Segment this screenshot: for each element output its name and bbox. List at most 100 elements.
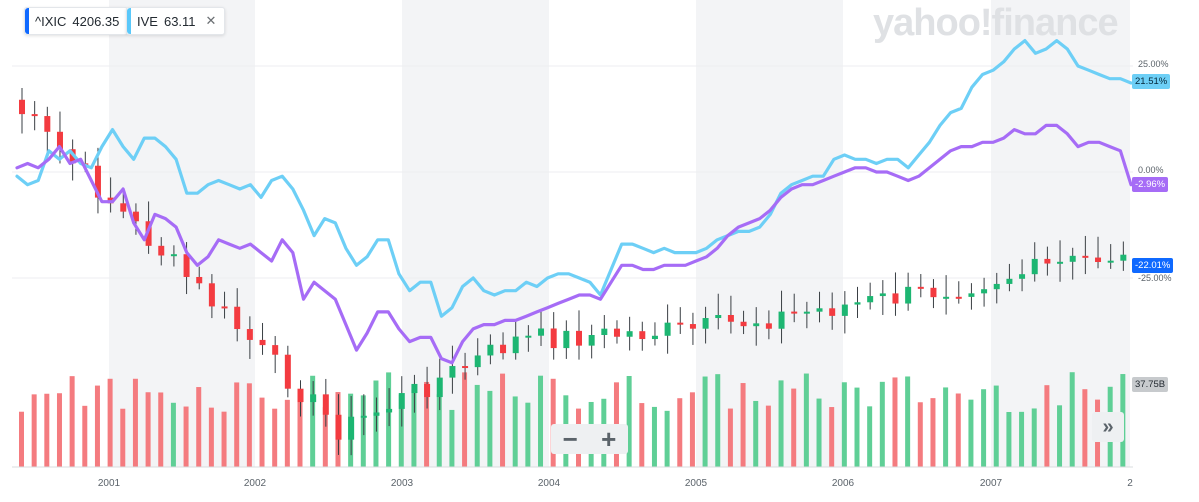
candle-body [993,283,1000,290]
candle-body [841,304,848,316]
zoom-out-button[interactable]: − [562,423,578,454]
volume-bar [500,373,506,467]
legend-symbol: IVE [137,13,158,29]
candle-body [512,336,519,354]
y-tick-label: 25.00% [1138,59,1169,69]
year-band [696,0,843,467]
volume-bar [917,402,923,467]
candle-body [791,311,798,314]
volume-bar [791,388,797,467]
candle-body [424,383,431,398]
volume-bar [639,403,645,467]
close-icon[interactable]: ✕ [205,13,217,28]
candle-body [183,254,190,277]
volume-bar [740,383,746,467]
zoom-in-button[interactable]: + [601,423,617,454]
candle-body [740,321,747,327]
candle-body [449,366,456,378]
candle-body [284,354,291,389]
candle-body [1107,260,1114,263]
legend-color-ive [127,8,131,34]
candle-body [1019,274,1026,279]
expand-chart-button[interactable]: » [1092,412,1124,442]
x-tick-label: 2003 [390,478,414,489]
candle-value-badge: -22.01% [1132,258,1174,273]
volume-bar [1031,408,1037,467]
x-tick-label: 2 [1127,478,1133,489]
volume-bar [1057,405,1063,467]
candle-body [981,289,988,294]
volume-bar [1044,385,1050,467]
candle-body [626,331,633,337]
volume-bar [259,397,265,467]
candle-body [474,355,481,368]
volume-bar [550,378,556,467]
volume-bar [689,392,695,467]
volume-bar [943,387,949,467]
volume-bar [487,390,493,467]
candle-body [386,408,393,413]
volume-bar [208,407,214,467]
candle-body [525,335,532,338]
volume-bar [82,405,88,467]
candle-body [905,286,912,304]
candle-body [19,99,25,115]
volume-bar [715,374,721,467]
candle-body [651,335,658,340]
volume-bar [879,381,885,467]
candle-body [727,314,734,322]
candle-body [272,345,279,355]
volume-bar [955,393,961,467]
volume-bar [892,377,898,467]
candle-body [1044,258,1051,264]
candle-body [576,330,582,346]
volume-bar [651,406,657,467]
x-tick-label: 2007 [979,478,1003,489]
volume-bar [993,385,999,467]
volume-value-badge: 37.75B [1132,377,1169,392]
legend-tag-ixic[interactable]: ^IXIC 4206.35 [24,7,129,35]
volume-bar [512,396,518,467]
candle-body [778,311,785,329]
volume-bar [803,373,809,467]
volume-bar [1082,389,1088,467]
legend-color-ixic [25,8,29,34]
volume-bar [284,399,290,467]
volume-bar [727,408,733,467]
volume-bar [411,389,417,467]
volume-bar [436,394,442,467]
candle-body [854,302,861,305]
candle-body [1069,255,1076,262]
series-line-ixic [15,123,1133,365]
candle-body [310,394,317,403]
candle-body [550,328,557,349]
volume-bar [981,389,987,467]
series-line-ive [15,38,1133,318]
candle-body [1120,254,1127,261]
candle-body [1031,258,1038,275]
candle-body [1057,261,1064,264]
volume-bar [829,407,835,467]
candle-body [955,296,962,299]
volume-bar [272,408,278,467]
candle-body [829,308,836,316]
candle-body [360,415,367,418]
volume-bar [854,387,860,467]
year-band [109,0,255,467]
volume-bar [170,402,176,467]
ixic-value-badge: -2.96% [1132,177,1169,192]
candle-body [234,306,241,330]
volume-bar [538,375,544,467]
candle-body [588,335,595,346]
volume-bar [183,406,189,467]
volume-bar [449,409,455,467]
volume-bar [145,392,151,467]
ive-value-badge: 21.51% [1132,74,1171,89]
candle-body [170,254,177,257]
candle-body [297,388,304,403]
legend-tag-ive[interactable]: IVE 63.11 ✕ [126,7,226,35]
candle-body [411,383,418,394]
legend-value: 63.11 [163,13,196,29]
volume-bar [930,398,936,467]
